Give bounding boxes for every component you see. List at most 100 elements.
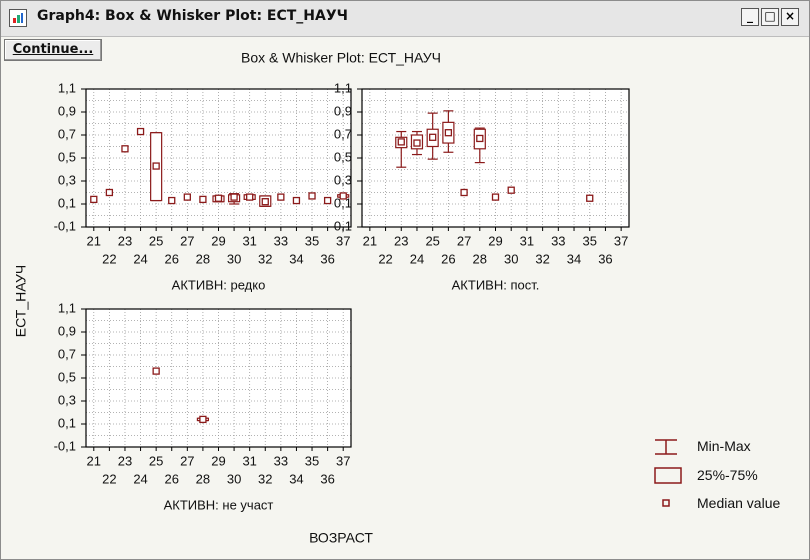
box-35 xyxy=(586,194,594,202)
median-marker xyxy=(397,138,405,146)
panel-frame xyxy=(85,308,352,448)
y-tick-label: 1,1 xyxy=(334,80,352,95)
y-tick-label: -0,1 xyxy=(54,218,76,233)
x-tick-label: 25 xyxy=(149,233,163,248)
x-tick-label: 28 xyxy=(196,251,210,266)
x-tick-label: 32 xyxy=(258,251,272,266)
window-title: Graph4: Box & Whisker Plot: ЕСТ_НАУЧ xyxy=(37,8,348,24)
box-28 xyxy=(473,127,486,164)
x-tick-label: 35 xyxy=(583,233,597,248)
box-29 xyxy=(491,193,500,201)
x-tick-label: 33 xyxy=(551,233,565,248)
box-24 xyxy=(136,127,145,136)
box-27 xyxy=(183,193,191,201)
x-tick-label: 31 xyxy=(242,453,256,468)
median-marker xyxy=(246,193,254,201)
box-30 xyxy=(227,193,241,205)
continue-button[interactable]: Continue... xyxy=(4,39,102,61)
median-marker xyxy=(214,194,223,202)
app-icon[interactable] xyxy=(9,9,27,27)
median-marker xyxy=(323,196,332,205)
x-tick-label: 23 xyxy=(118,233,132,248)
y-tick-label: 0,5 xyxy=(334,149,352,164)
x-tick-label: 37 xyxy=(336,233,350,248)
x-tick-label: 28 xyxy=(196,471,210,486)
panel-label: АКТИВН: не участ xyxy=(164,497,274,512)
panel-label: АКТИВН: редко xyxy=(172,277,266,292)
median-marker xyxy=(491,193,500,201)
y-axis-label: ЕСТ_НАУЧ xyxy=(13,265,29,337)
y-tick-label: 0,1 xyxy=(58,195,76,210)
minimize-button[interactable]: _ xyxy=(741,8,759,26)
box-22 xyxy=(105,188,114,197)
median-marker xyxy=(277,193,285,201)
box-28 xyxy=(199,195,207,204)
x-tick-label: 29 xyxy=(211,233,225,248)
x-tick-label: 33 xyxy=(274,233,288,248)
median-marker xyxy=(121,145,129,153)
y-tick-label: 0,3 xyxy=(58,172,76,187)
x-tick-label: 28 xyxy=(473,251,487,266)
x-tick-label: 24 xyxy=(410,251,424,266)
median-marker xyxy=(476,134,484,143)
box-34 xyxy=(292,196,301,205)
x-tick-label: 30 xyxy=(504,251,518,266)
median-marker xyxy=(308,192,316,200)
x-tick-label: 32 xyxy=(258,471,272,486)
x-tick-label: 26 xyxy=(165,251,179,266)
x-tick-label: 21 xyxy=(363,233,377,248)
x-tick-label: 22 xyxy=(102,471,116,486)
median-marker xyxy=(460,188,468,197)
y-tick-label: 1,1 xyxy=(58,300,76,315)
box-25 xyxy=(426,112,439,160)
median-marker-icon xyxy=(662,499,670,507)
x-tick-label: 30 xyxy=(227,471,241,486)
x-tick-label: 30 xyxy=(227,251,241,266)
x-tick-label: 33 xyxy=(274,453,288,468)
y-tick-label: 0,7 xyxy=(58,126,76,141)
x-tick-label: 32 xyxy=(535,251,549,266)
box-26 xyxy=(442,110,455,153)
median-marker xyxy=(230,193,238,201)
median-marker xyxy=(199,195,207,204)
box-31 xyxy=(243,193,256,201)
y-tick-label: 0,9 xyxy=(58,323,76,338)
box-27 xyxy=(460,188,468,197)
x-tick-label: 21 xyxy=(87,233,101,248)
panel-3: -0,1 0,1 0,3 0,5 0,7 0,9 1,1 21 23 25 27 29 31 33 35 37… xyxy=(54,300,352,512)
x-tick-label: 29 xyxy=(211,453,225,468)
box-21 xyxy=(90,195,98,204)
x-tick-label: 31 xyxy=(242,233,256,248)
close-button[interactable]: × xyxy=(781,8,799,26)
x-tick-label: 27 xyxy=(180,233,194,248)
y-tick-label: 0,1 xyxy=(58,415,76,430)
median-marker xyxy=(152,367,160,375)
box-35 xyxy=(308,192,316,200)
median-marker xyxy=(105,188,114,197)
x-tick-label: 24 xyxy=(133,471,147,486)
legend-label-median: Median value xyxy=(697,495,781,511)
median-marker xyxy=(292,196,301,205)
maximize-button[interactable]: □ xyxy=(761,8,779,26)
x-tick-label: 35 xyxy=(305,233,319,248)
median-marker xyxy=(586,194,594,202)
median-marker xyxy=(413,139,421,147)
panel-frame xyxy=(361,88,630,228)
x-tick-label: 36 xyxy=(598,251,612,266)
median-marker xyxy=(183,193,191,201)
box-37 xyxy=(337,192,350,200)
x-tick-label: 25 xyxy=(425,233,439,248)
title-bar[interactable]: Graph4: Box & Whisker Plot: ЕСТ_НАУЧ _ □… xyxy=(1,1,809,37)
min-max-whisker-icon xyxy=(655,439,677,455)
quartile-box-icon xyxy=(654,467,682,484)
x-tick-label: 21 xyxy=(87,453,101,468)
x-tick-label: 29 xyxy=(488,233,502,248)
median-marker xyxy=(90,195,98,204)
panel-1: -0,1 0,1 0,3 0,5 0,7 0,9 1,1 21 23 25 27 29 31 33 35 37… xyxy=(54,80,352,292)
median-marker xyxy=(152,162,160,170)
x-tick-label: 34 xyxy=(567,251,581,266)
x-tick-label: 37 xyxy=(336,453,350,468)
y-tick-label: 0,3 xyxy=(58,392,76,407)
x-tick-label: 26 xyxy=(165,471,179,486)
legend-label-quartile-box: 25%-75% xyxy=(697,467,758,483)
